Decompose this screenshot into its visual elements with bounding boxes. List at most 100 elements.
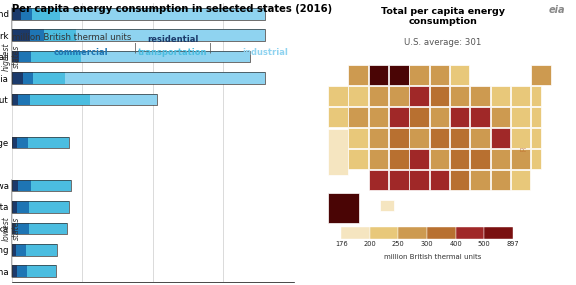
Bar <box>90 94 157 105</box>
Bar <box>23 72 33 84</box>
Bar <box>26 244 58 256</box>
Bar <box>389 149 408 169</box>
Bar <box>21 8 32 19</box>
Text: U.S. average: 301: U.S. average: 301 <box>404 38 482 47</box>
Bar <box>410 65 429 85</box>
Bar <box>427 227 456 239</box>
Bar <box>328 129 347 175</box>
Bar <box>531 65 551 85</box>
Bar <box>389 86 408 106</box>
Bar <box>410 107 429 127</box>
Bar <box>18 51 31 62</box>
Bar <box>470 107 490 127</box>
Bar <box>17 266 27 277</box>
Bar <box>389 107 408 127</box>
Bar <box>12 51 18 62</box>
Bar <box>12 94 157 105</box>
Bar <box>511 128 530 148</box>
Text: |: | <box>134 42 137 53</box>
Bar <box>348 128 368 148</box>
Bar <box>430 149 449 169</box>
Text: 250: 250 <box>392 241 405 247</box>
Bar <box>450 149 469 169</box>
Bar <box>491 149 510 169</box>
Text: lowest
states: lowest states <box>2 216 21 241</box>
Bar <box>348 86 368 106</box>
Bar <box>12 29 30 41</box>
Bar <box>430 86 449 106</box>
Bar <box>380 200 395 211</box>
Bar <box>12 180 18 192</box>
Bar <box>18 180 31 192</box>
Text: DC: DC <box>520 148 526 153</box>
Bar <box>12 51 250 62</box>
Bar <box>12 244 58 256</box>
Text: transportation: transportation <box>138 48 207 57</box>
Bar <box>15 223 29 234</box>
Text: million British thermal units: million British thermal units <box>12 33 131 42</box>
Bar <box>450 107 469 127</box>
Bar <box>12 137 69 148</box>
Bar <box>491 107 510 127</box>
Text: eia: eia <box>548 5 565 15</box>
Bar <box>31 94 90 105</box>
Bar <box>65 72 266 84</box>
Bar <box>369 65 388 85</box>
Bar <box>410 128 429 148</box>
Bar <box>32 8 60 19</box>
Bar <box>12 266 17 277</box>
Bar <box>30 29 44 41</box>
Bar <box>531 149 541 169</box>
Bar <box>77 29 266 41</box>
Bar <box>12 72 23 84</box>
Bar <box>12 223 67 234</box>
Bar <box>12 201 69 213</box>
Bar <box>450 128 469 148</box>
Bar <box>430 128 449 148</box>
Bar <box>389 128 408 148</box>
Text: 300: 300 <box>420 241 433 247</box>
Bar <box>511 107 530 127</box>
Bar <box>369 149 388 169</box>
Bar <box>17 201 29 213</box>
Bar <box>430 170 449 190</box>
Bar <box>430 107 449 127</box>
Bar <box>328 86 347 106</box>
Text: |: | <box>209 42 212 53</box>
Bar <box>348 65 368 85</box>
Bar <box>12 8 266 19</box>
Bar <box>511 86 530 106</box>
Bar <box>12 223 15 234</box>
Bar <box>348 107 368 127</box>
Bar <box>31 51 81 62</box>
Bar <box>511 170 530 190</box>
Bar <box>491 128 510 148</box>
Bar <box>17 137 28 148</box>
Text: 176: 176 <box>335 241 347 247</box>
Bar <box>12 244 16 256</box>
Bar <box>81 51 250 62</box>
Bar <box>470 170 490 190</box>
Bar <box>484 227 513 239</box>
Bar <box>369 86 388 106</box>
Bar <box>16 244 26 256</box>
Text: highest
states: highest states <box>2 42 21 71</box>
Bar <box>450 65 469 85</box>
Bar <box>33 72 65 84</box>
Bar <box>18 94 31 105</box>
Text: Total per capita energy
consumption: Total per capita energy consumption <box>381 7 505 27</box>
Bar <box>44 29 77 41</box>
Bar <box>12 180 71 192</box>
Bar <box>470 128 490 148</box>
Bar <box>31 180 71 192</box>
Text: Per capita energy consumption in selected states (2016): Per capita energy consumption in selecte… <box>12 4 332 14</box>
Text: residential: residential <box>147 35 199 44</box>
Text: 400: 400 <box>449 241 462 247</box>
Bar <box>531 86 541 106</box>
Bar <box>456 227 484 239</box>
Bar <box>389 170 408 190</box>
Bar <box>12 137 17 148</box>
Text: 500: 500 <box>478 241 491 247</box>
Bar <box>491 170 510 190</box>
Text: industrial: industrial <box>242 48 288 57</box>
